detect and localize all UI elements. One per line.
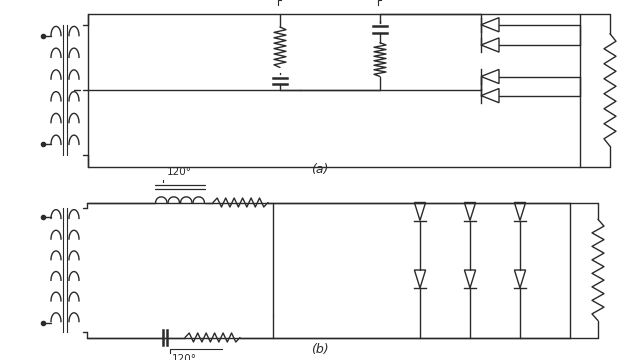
Text: 120°: 120° — [172, 354, 197, 360]
Text: (a): (a) — [311, 162, 329, 175]
Text: (b): (b) — [311, 342, 329, 356]
Text: 120°: 120° — [167, 167, 192, 177]
